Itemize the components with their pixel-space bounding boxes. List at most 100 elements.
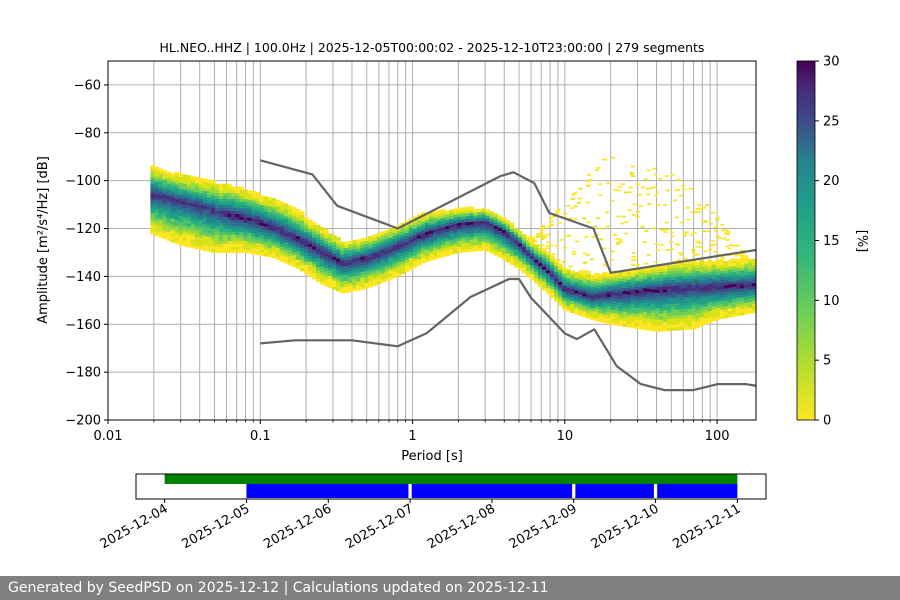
psd-cell <box>465 245 470 250</box>
psd-cell <box>243 240 248 244</box>
psd-cell <box>453 214 458 218</box>
psd-cell <box>412 234 418 238</box>
psd-cell <box>675 300 680 304</box>
psd-cell <box>747 310 753 314</box>
psd-cell <box>162 179 168 183</box>
psd-cell <box>247 214 252 218</box>
psd-cell <box>170 176 176 180</box>
psd-cell <box>473 239 478 243</box>
psd-cell <box>255 233 260 238</box>
psd-cell <box>178 218 184 222</box>
psd-cell <box>251 194 256 198</box>
psd-outlier-cell <box>748 260 752 262</box>
psd-cell <box>743 299 749 303</box>
psd-cell <box>227 243 232 247</box>
psd-cell <box>247 250 252 254</box>
psd-outlier-cell <box>692 231 697 234</box>
psd-cell <box>509 243 515 247</box>
psd-cell <box>295 208 301 213</box>
psd-outlier-cell <box>689 233 694 236</box>
psd-cell <box>211 186 216 190</box>
psd-cell <box>158 222 164 226</box>
psd-outlier-cell <box>549 220 554 223</box>
psd-cell <box>727 290 733 294</box>
psd-cell <box>453 247 458 251</box>
psd-outlier-cell <box>590 258 595 261</box>
psd-cell <box>679 296 684 301</box>
psd-cell <box>291 239 297 244</box>
psd-outlier-cell <box>676 178 681 181</box>
psd-cell <box>489 226 495 230</box>
psd-cell <box>150 180 155 184</box>
psd-cell <box>263 214 269 218</box>
psd-cell <box>529 273 535 277</box>
psd-outlier-cell <box>740 255 744 257</box>
psd-cell <box>211 213 216 217</box>
psd-cell <box>194 191 200 196</box>
psd-outlier-cell <box>697 204 701 207</box>
psd-cell <box>235 240 240 244</box>
psd-outlier-cell <box>549 244 554 247</box>
psd-cell <box>731 274 737 278</box>
psd-cell <box>416 253 422 257</box>
psd-cell <box>534 262 539 266</box>
psd-cell <box>614 295 620 299</box>
colorbar-tick-label: 5 <box>823 354 831 369</box>
psd-cell <box>715 280 721 284</box>
psd-cell <box>408 239 414 243</box>
psd-cell <box>348 258 353 263</box>
psd-cell <box>743 293 749 297</box>
psd-cell <box>344 241 349 246</box>
psd-cell <box>731 286 737 290</box>
psd-cell <box>283 212 289 216</box>
psd-cell <box>683 302 688 307</box>
psd-cell <box>408 224 414 228</box>
psd-cell <box>352 272 357 277</box>
psd-cell <box>574 290 579 294</box>
psd-cell <box>655 274 660 278</box>
psd-cell <box>574 281 579 285</box>
psd-cell <box>441 235 446 240</box>
psd-cell <box>150 222 155 226</box>
psd-cell <box>505 241 511 245</box>
psd-cell <box>324 232 329 236</box>
psd-cell <box>679 308 684 313</box>
psd-cell <box>630 276 636 281</box>
psd-cell <box>364 252 369 256</box>
psd-cell <box>287 250 293 254</box>
psd-cell <box>457 246 462 250</box>
psd-segment-bar <box>575 484 654 498</box>
psd-cell <box>336 273 341 277</box>
psd-cell <box>505 258 511 263</box>
psd-cell <box>211 231 216 235</box>
psd-cell <box>235 210 240 214</box>
psd-cell <box>166 192 172 196</box>
psd-cell <box>643 317 648 322</box>
psd-cell <box>485 242 491 246</box>
psd-cell <box>311 273 317 277</box>
psd-cell <box>186 190 192 194</box>
psd-cell <box>457 231 462 235</box>
psd-cell <box>340 265 345 270</box>
psd-cell <box>360 268 365 272</box>
psd-cell <box>352 287 357 292</box>
psd-cell <box>178 236 184 240</box>
psd-cell <box>469 212 474 216</box>
psd-cell <box>295 220 301 225</box>
psd-cell <box>663 280 668 284</box>
psd-cell <box>198 231 204 235</box>
psd-cell <box>707 259 713 264</box>
psd-cell <box>356 245 361 249</box>
psd-cell <box>388 243 394 247</box>
psd-cell <box>384 244 390 249</box>
psd-cell <box>727 263 733 267</box>
psd-outlier-cell <box>540 238 545 240</box>
psd-cell <box>211 228 216 232</box>
psd-cell <box>647 306 652 310</box>
psd-cell <box>324 258 329 263</box>
psd-cell <box>194 245 200 250</box>
psd-cell <box>202 217 208 221</box>
psd-cell <box>691 278 696 282</box>
psd-cell <box>190 194 196 198</box>
psd-cell <box>279 234 285 238</box>
